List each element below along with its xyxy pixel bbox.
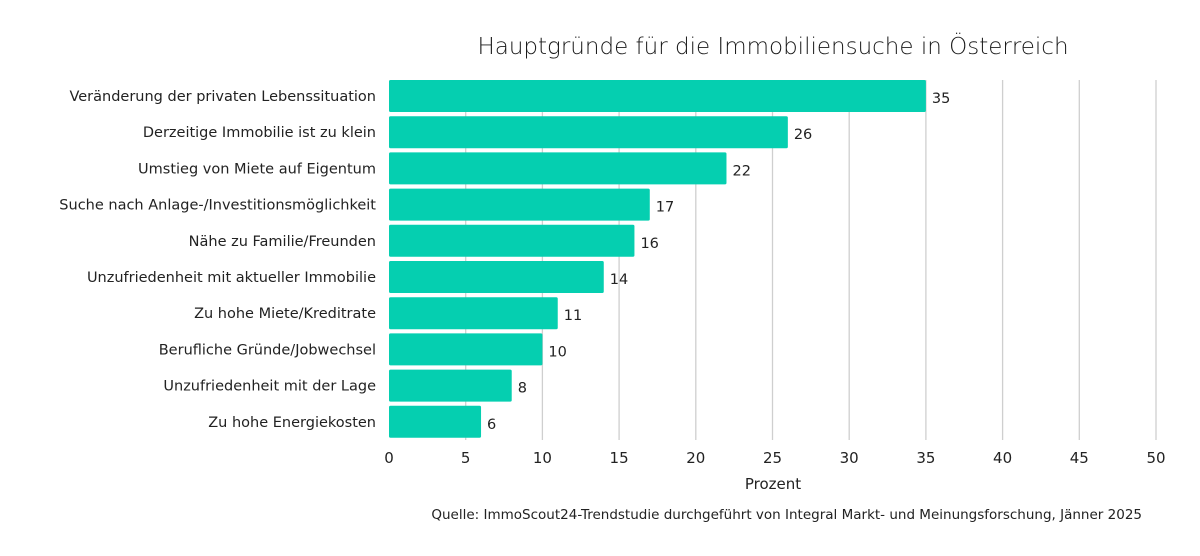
category-label: Zu hohe Miete/Kreditrate — [194, 306, 376, 322]
bar — [389, 116, 788, 149]
x-tick-label: 15 — [610, 449, 629, 467]
bar — [389, 405, 482, 438]
category-label: Unzufriedenheit mit aktueller Immobilie — [87, 270, 376, 286]
bar — [389, 224, 635, 257]
bar — [389, 369, 512, 402]
bar — [389, 261, 604, 293]
category-label: Suche nach Anlage-/Investitionsmöglichke… — [59, 198, 376, 214]
x-tick-label: 5 — [461, 449, 471, 467]
value-label: 14 — [610, 272, 628, 288]
x-tick-label: 50 — [1146, 449, 1165, 467]
x-axis-label: Prozent — [745, 475, 801, 493]
x-tick-label: 40 — [993, 449, 1012, 467]
value-label: 11 — [564, 308, 582, 324]
value-label: 10 — [548, 344, 566, 360]
value-label: 22 — [732, 163, 750, 179]
value-label: 26 — [794, 127, 812, 143]
x-tick-label: 0 — [384, 449, 394, 467]
category-label: Unzufriedenheit mit der Lage — [163, 379, 376, 395]
value-label: 8 — [518, 381, 527, 397]
value-label: 6 — [487, 417, 496, 433]
x-tick-label: 45 — [1070, 449, 1089, 467]
x-axis-ticks: 0 5 10 15 20 25 30 35 40 45 50 — [384, 449, 1165, 467]
bar — [389, 188, 650, 221]
value-label: 16 — [640, 236, 658, 252]
source-note: Quelle: ImmoScout24-Trendstudie durchgef… — [431, 507, 1142, 523]
bars: Veränderung der privaten Lebenssituation… — [59, 80, 950, 438]
x-tick-label: 35 — [916, 449, 935, 467]
bar — [389, 80, 926, 112]
bar — [389, 297, 558, 330]
category-label: Derzeitige Immobilie ist zu klein — [143, 125, 376, 141]
category-label: Nähe zu Familie/Freunden — [189, 234, 376, 250]
category-label: Berufliche Gründe/Jobwechsel — [159, 342, 376, 358]
x-tick-label: 20 — [686, 449, 705, 467]
bar — [389, 333, 543, 366]
category-label: Umstieg von Miete auf Eigentum — [138, 161, 376, 177]
category-label: Zu hohe Energiekosten — [208, 415, 376, 431]
value-label: 35 — [932, 91, 950, 107]
category-label: Veränderung der privaten Lebenssituation — [69, 89, 376, 105]
chart-title: Hauptgründe für die Immobiliensuche in Ö… — [477, 32, 1068, 60]
value-label: 17 — [656, 200, 674, 216]
x-tick-label: 25 — [763, 449, 782, 467]
bar — [389, 152, 727, 185]
x-tick-label: 30 — [840, 449, 859, 467]
x-tick-label: 10 — [533, 449, 552, 467]
